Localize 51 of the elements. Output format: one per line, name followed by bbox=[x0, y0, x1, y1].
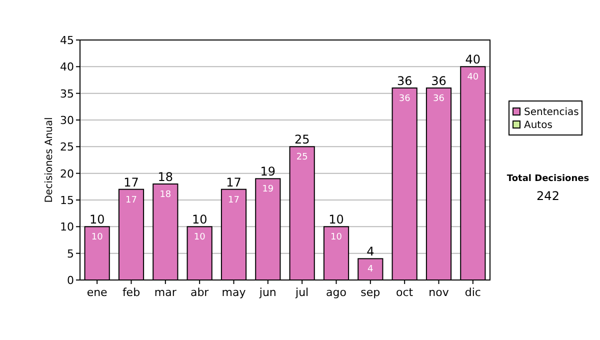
data-label: 36 bbox=[398, 94, 411, 104]
x-tick-label: feb bbox=[122, 286, 140, 299]
y-tick-label: 40 bbox=[60, 60, 74, 74]
total-label: 10 bbox=[89, 212, 105, 227]
legend-label: Sentencias bbox=[524, 107, 579, 118]
x-tick-label: oct bbox=[396, 286, 414, 299]
data-label: 4 bbox=[368, 264, 374, 275]
legend-label: Autos bbox=[524, 120, 552, 131]
total-label: 36 bbox=[431, 74, 446, 88]
total-label: 17 bbox=[226, 175, 242, 190]
x-tick-label: abr bbox=[190, 286, 210, 299]
data-label: 17 bbox=[126, 195, 137, 206]
x-tick-label: sep bbox=[360, 286, 380, 299]
total-label: 17 bbox=[124, 175, 139, 190]
data-label: 19 bbox=[262, 184, 274, 195]
y-tick-label: 0 bbox=[67, 274, 74, 287]
y-tick-label: 35 bbox=[60, 87, 74, 100]
y-tick-label: 15 bbox=[60, 194, 74, 207]
y-tick-label: 10 bbox=[60, 220, 74, 234]
data-label: 10 bbox=[194, 232, 206, 243]
y-axis-title: Decisiones Anual bbox=[44, 117, 55, 203]
y-tick-label: 5 bbox=[67, 247, 74, 260]
x-tick-label: may bbox=[222, 286, 246, 299]
text: 242 bbox=[536, 189, 560, 203]
total-label: 25 bbox=[294, 132, 310, 147]
total-label: 10 bbox=[328, 212, 344, 227]
data-label: 25 bbox=[296, 152, 308, 163]
x-tick-label: mar bbox=[154, 286, 177, 299]
total-label: 19 bbox=[260, 164, 276, 179]
x-tick-label: ago bbox=[326, 286, 347, 299]
y-tick-label: 45 bbox=[60, 34, 74, 47]
x-tick-label: nov bbox=[428, 286, 450, 299]
x-tick-label: dic bbox=[464, 286, 481, 299]
data-label: 36 bbox=[433, 94, 445, 104]
data-label: 10 bbox=[91, 232, 104, 243]
data-label: 17 bbox=[228, 195, 240, 206]
y-tick-label: 20 bbox=[60, 167, 74, 180]
total-label: 18 bbox=[158, 170, 174, 184]
total-label: 4 bbox=[366, 244, 374, 259]
x-tick-label: jul bbox=[294, 286, 309, 299]
data-label: 18 bbox=[160, 190, 172, 200]
text: Total Decisiones bbox=[506, 174, 590, 184]
data-label: 10 bbox=[330, 232, 342, 243]
total-label: 10 bbox=[192, 212, 208, 227]
total-label: 40 bbox=[465, 52, 481, 67]
total-label: 36 bbox=[396, 74, 412, 88]
data-label: 40 bbox=[467, 72, 479, 83]
x-tick-label: jun bbox=[258, 286, 276, 299]
x-tick-label: ene bbox=[86, 286, 108, 299]
y-tick-label: 25 bbox=[60, 140, 74, 154]
y-tick-label: 30 bbox=[60, 114, 74, 127]
